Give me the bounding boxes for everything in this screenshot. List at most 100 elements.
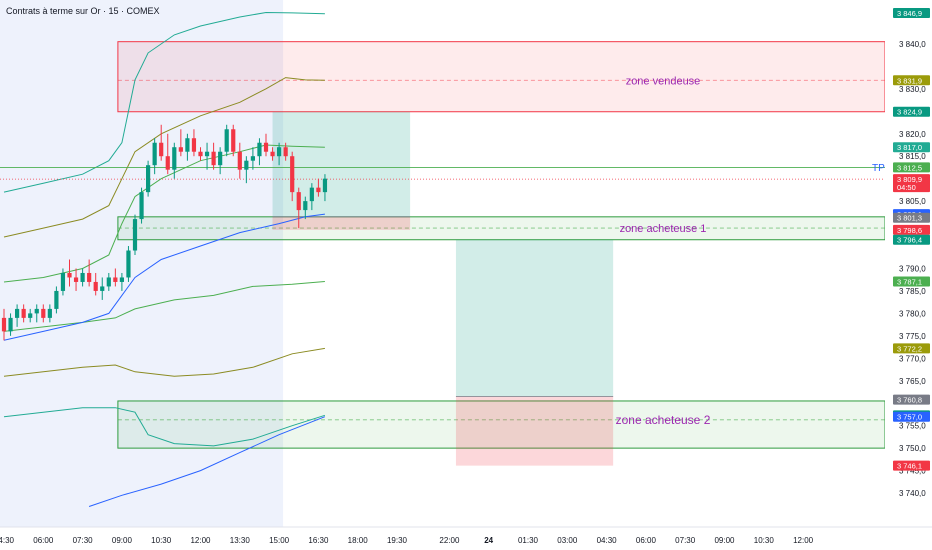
- price-axis-tick: 3 805,0: [899, 197, 926, 206]
- price-tag: [893, 234, 930, 245]
- candle-body: [309, 187, 314, 202]
- candle-body: [159, 142, 164, 157]
- price-axis-tick: 3 745,0: [899, 467, 926, 476]
- symbol-title[interactable]: Contrats à terme sur Or · 15 · COMEX: [6, 6, 160, 16]
- price-tag-label: 3 798,6: [897, 226, 922, 235]
- candle-body: [73, 277, 79, 282]
- time-axis-tick: 12:00: [793, 536, 814, 545]
- time-axis-tick: 07:30: [675, 536, 696, 545]
- candle-body: [132, 219, 138, 251]
- candle-body: [290, 156, 295, 193]
- candle-body: [93, 281, 98, 291]
- price-tag-label: 3 817,0: [897, 143, 922, 152]
- candle-body: [191, 138, 197, 152]
- time-axis-tick: 04:30: [597, 536, 618, 545]
- price-tag-label: 3 796,4: [897, 236, 922, 245]
- candle-body: [87, 272, 92, 282]
- time-axis-tick: 04:30: [0, 536, 15, 545]
- candle-body: [218, 151, 223, 166]
- price-tag-label: 3 846,9: [897, 9, 922, 18]
- time-axis-tick: 06:00: [636, 536, 657, 545]
- candle-body: [100, 286, 105, 291]
- zone-label-0: zone vendeuse: [626, 75, 701, 87]
- time-axis-tick: 16:30: [308, 536, 329, 545]
- candle-body: [106, 277, 111, 287]
- time-axis-tick: 15:00: [269, 536, 290, 545]
- candle-body: [28, 313, 33, 318]
- price-tag: [893, 212, 930, 223]
- candle-body: [8, 317, 13, 332]
- time-axis-tick: 24: [484, 536, 493, 545]
- candle-body: [172, 147, 177, 170]
- price-tag-label: 3 809,9: [897, 175, 922, 184]
- price-tag: [893, 460, 930, 471]
- candle-body: [283, 147, 288, 157]
- candle-body: [47, 308, 52, 318]
- band-lower-outer: [3, 407, 326, 447]
- price-axis-bg: [885, 0, 932, 527]
- candle-body: [113, 277, 118, 282]
- candle-body: [80, 272, 85, 282]
- time-axis-tick: 18:00: [348, 536, 369, 545]
- position-stop-area-0: [272, 216, 411, 230]
- price-axis-tick: 3 750,0: [899, 444, 926, 453]
- time-axis-tick: 13:30: [230, 536, 251, 545]
- candle-body: [126, 250, 131, 278]
- price-tag: [893, 411, 930, 422]
- candle-body: [60, 272, 66, 291]
- time-axis-tick: 12:00: [190, 536, 211, 545]
- candle-body: [67, 272, 72, 278]
- session-shade: [0, 0, 284, 527]
- price-tag: [893, 142, 930, 153]
- price-axis-tick: 3 820,0: [899, 130, 926, 139]
- candle-body: [165, 156, 170, 170]
- candle-body: [277, 147, 282, 157]
- price-axis-tick: 3 780,0: [899, 309, 926, 318]
- price-tag-label: 3 757,0: [897, 413, 922, 422]
- position-target-area-0: [272, 111, 411, 217]
- candle-body: [296, 192, 301, 211]
- candle-body: [139, 192, 144, 220]
- candle-body: [21, 308, 26, 318]
- candle-body: [257, 142, 262, 157]
- zone-box-0: [117, 41, 886, 113]
- candle-body: [178, 147, 183, 152]
- price-tag-label: 3 824,9: [897, 108, 922, 117]
- candle-body: [270, 151, 275, 157]
- vwap-line: [3, 213, 325, 341]
- time-axis-tick: 10:30: [754, 536, 775, 545]
- price-axis-tick: 3 775,0: [899, 332, 926, 341]
- time-axis-tick: 22:00: [439, 536, 460, 545]
- candle-body: [185, 138, 190, 152]
- band-lower-inner: [3, 281, 325, 332]
- time-axis-tick: 09:00: [714, 536, 735, 545]
- price-tag-label: 3 801,3: [897, 214, 922, 223]
- price-tag: [893, 343, 930, 354]
- price-axis-tick: 3 765,0: [899, 377, 926, 386]
- candle-body: [34, 308, 39, 314]
- candle-body: [322, 178, 328, 193]
- price-tag: [893, 162, 930, 173]
- time-axis-tick: 01:30: [518, 536, 539, 545]
- tp1-label: TP1: [872, 163, 891, 174]
- price-axis-tick: 3 840,0: [899, 40, 926, 49]
- price-axis-tick: 3 770,0: [899, 354, 926, 363]
- price-tag: [893, 7, 930, 18]
- price-tag-label: 3 760,8: [897, 396, 922, 405]
- price-tag: [893, 394, 930, 405]
- candle-body: [237, 151, 242, 170]
- position-stop-area-1: [455, 396, 614, 466]
- price-tag-countdown: 04:50: [897, 183, 916, 192]
- price-tag-label: 3 772,2: [897, 344, 922, 353]
- candle-body: [152, 142, 157, 166]
- time-axis-tick: 10:30: [151, 536, 172, 545]
- position-target-area-1: [455, 239, 614, 397]
- candle-body: [41, 308, 46, 318]
- price-tag-label: 3 746,1: [897, 462, 922, 471]
- time-axis-tick: 09:00: [112, 536, 133, 545]
- candle-body: [224, 129, 229, 152]
- band-lower-mid: [3, 347, 325, 377]
- band-upper-outer: [3, 11, 325, 193]
- time-axis-tick: 07:30: [73, 536, 94, 545]
